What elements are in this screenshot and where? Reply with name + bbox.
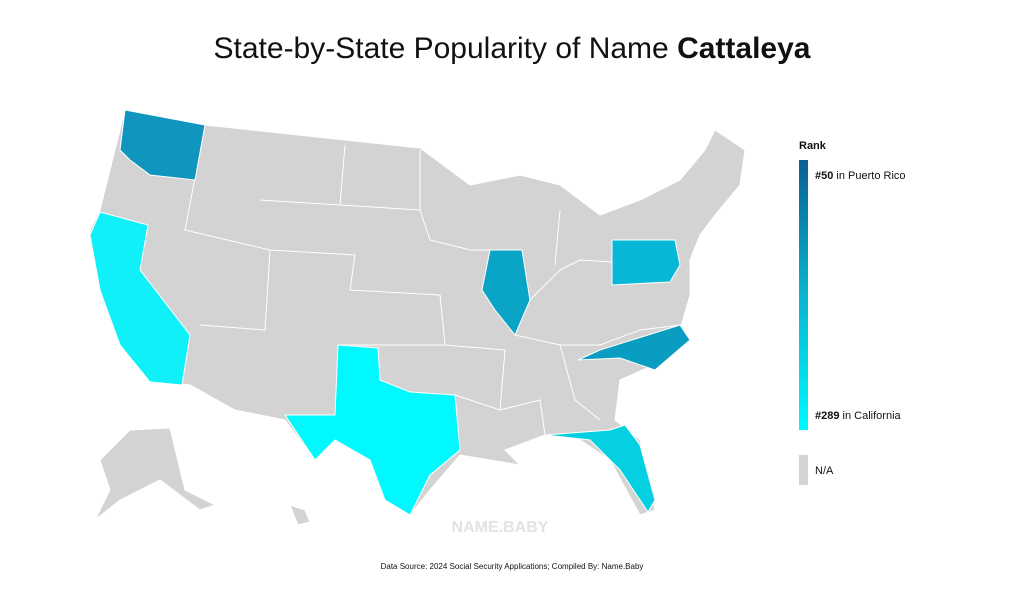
legend-bottom-rank: #289 (815, 410, 839, 422)
watermark: NAME.BABY (452, 519, 549, 536)
legend-top: #50 in Puerto Rico (815, 170, 906, 182)
alaska (94, 427, 217, 521)
legend-scale (799, 160, 808, 430)
illinois (481, 249, 531, 336)
map (89, 109, 746, 526)
footer: Data Source: 2024 Social Security Applic… (381, 562, 644, 571)
legend-top-place: in Puerto Rico (836, 170, 905, 182)
texas (284, 344, 461, 516)
florida (544, 424, 656, 513)
title: State-by-State Popularity of Name Cattal… (214, 32, 811, 65)
legend-bottom: #289 in California (815, 410, 902, 422)
legend-bottom-place: in California (843, 410, 902, 422)
legend-top-rank: #50 (815, 170, 833, 182)
title-text: State-by-State Popularity of Name (214, 32, 669, 65)
pennsylvania (611, 239, 681, 286)
hawaii (289, 504, 311, 526)
legend-na: N/A (815, 465, 834, 477)
title-name: Cattaleya (677, 32, 811, 65)
state-lines (184, 124, 681, 436)
california (89, 211, 191, 386)
north-carolina (577, 324, 691, 371)
lower-48 (89, 109, 746, 516)
washington (119, 109, 206, 181)
legend-title: Rank (799, 140, 827, 152)
legend-na-swatch (799, 455, 808, 485)
